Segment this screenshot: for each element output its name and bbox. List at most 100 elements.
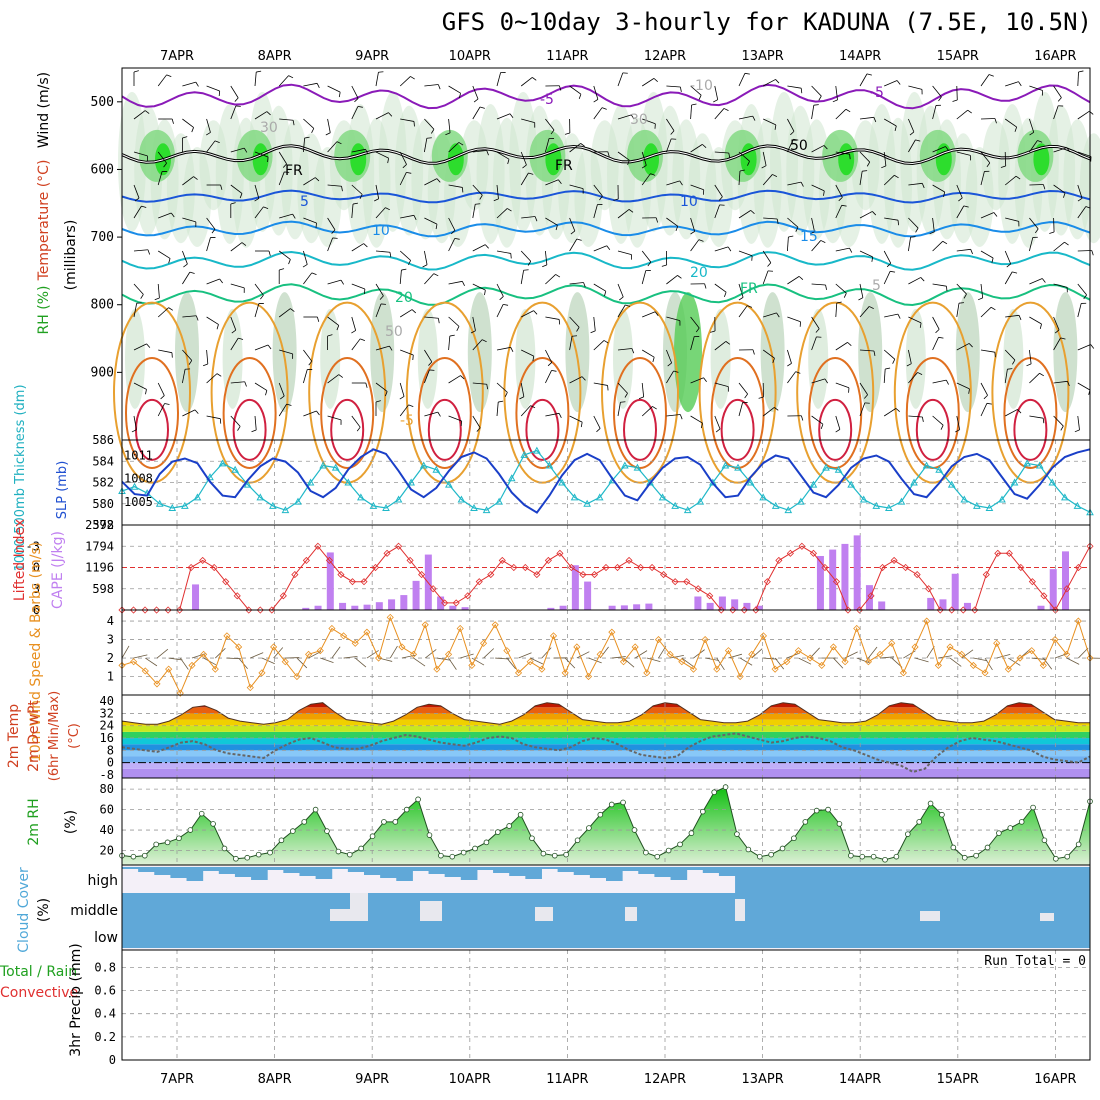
contour-label: 10 [680,194,698,210]
cloud-high [751,867,768,893]
rh-point [1041,837,1048,844]
wind-barb [327,374,340,384]
wind-barb-flag [795,371,801,374]
wind-barb [690,217,696,232]
wind-barb [206,278,220,285]
isotherm-25 [210,301,289,484]
wind-barb-flag [625,304,631,307]
surface-wind-barb [705,657,719,661]
wind-barb-flag [542,264,548,268]
wind-barb [569,217,576,232]
rh-point [324,828,330,834]
y-tick-label: 700 [91,230,114,245]
wind-barb-flag [946,286,948,292]
wind-barb [158,212,172,219]
wind-barb-flag [776,312,780,318]
wind-barb-flag [847,342,852,346]
wind-barb [956,382,970,390]
cloud-high [702,867,720,873]
cloud-high [654,867,672,877]
wind-barb [980,74,990,87]
wind-barb-flag [679,86,682,92]
wind-barb-flag [945,379,949,385]
wind-barb [1053,241,1065,252]
wind-barb [521,310,534,318]
wind-barb-flag [315,177,320,182]
thickness-point [658,493,667,501]
wind-barb [545,316,560,320]
y-tick-label: 40 [100,694,114,708]
wind-barb-flag [986,162,991,168]
cloud-high [380,867,397,878]
wind-barb-flag [234,97,239,102]
rh-point [756,853,763,860]
wind-barb-flag [510,347,514,352]
wind-barb [883,369,886,384]
thickness-point [281,506,290,514]
rh-point [210,821,216,827]
wind-barb [1005,81,1019,87]
wind-speed-point [654,635,663,644]
temp-band [122,725,1090,732]
wind-barb [835,247,850,252]
date-label-top: 7APR [160,49,194,64]
wind-barb [956,343,970,351]
rh-point [779,845,786,852]
lifted-index-point [717,606,725,614]
wind-barb [787,181,802,186]
wind-barb-flag [718,196,723,201]
wind-barb [448,184,463,188]
lifted-index-point [498,556,506,564]
wind-barb-flag [1078,70,1084,73]
date-label-bottom: 12APR [644,1072,686,1087]
rh-point [460,849,467,856]
y-tick-label: 60 [100,803,114,817]
wind-frame [121,609,1091,696]
wind-speed-point [281,658,289,666]
wind-barb-flag [154,297,160,301]
wind-barb [254,344,269,351]
cloud-gap [1040,913,1054,921]
rh-point [654,853,661,860]
lifted-index-point [337,571,345,579]
cape-bar [829,549,837,610]
date-label-top: 11APR [546,49,588,64]
thickness-point [859,495,868,503]
lifted-index-point [959,606,967,614]
thickness-point [445,480,453,488]
wind-barb-flag [601,107,607,110]
wind-barb-flag [650,173,656,176]
wind-barb-flag [292,213,296,219]
wind-barb [472,283,486,291]
wind-barb-flag [231,329,237,334]
surface-wind-barb [996,654,1011,659]
date-label-bottom: 14APR [839,1072,881,1087]
surface-wind-barb [611,656,626,659]
wind-barb-flag [894,125,897,131]
wind-barb-flag [700,423,703,429]
wind-barb [303,177,316,186]
temp-line [121,702,1091,779]
wind-barb-flag [583,282,586,288]
rh-point [870,853,877,860]
wind-barb [908,85,923,90]
wind-speed-point [666,650,674,658]
wind-barb [932,337,939,351]
wind-barb [811,316,820,329]
wind-barb-flag [958,302,965,304]
surface-wind-barb [961,649,974,659]
wind-speed-point [631,643,639,651]
wind-barb [545,118,555,131]
thickness-point [155,499,164,507]
wind-barb-flag [486,150,489,156]
wind-speed-point [724,647,733,655]
isotherm-30 [905,356,960,469]
wind-barb-flag [809,231,815,235]
wind-barb-flag [873,350,876,356]
wind-barb [1053,105,1059,120]
wind-barb-flag [570,230,576,235]
wind-barb [787,349,792,364]
cloud-high [202,867,220,871]
rh-point [1007,825,1014,831]
wind-barb [883,408,897,417]
